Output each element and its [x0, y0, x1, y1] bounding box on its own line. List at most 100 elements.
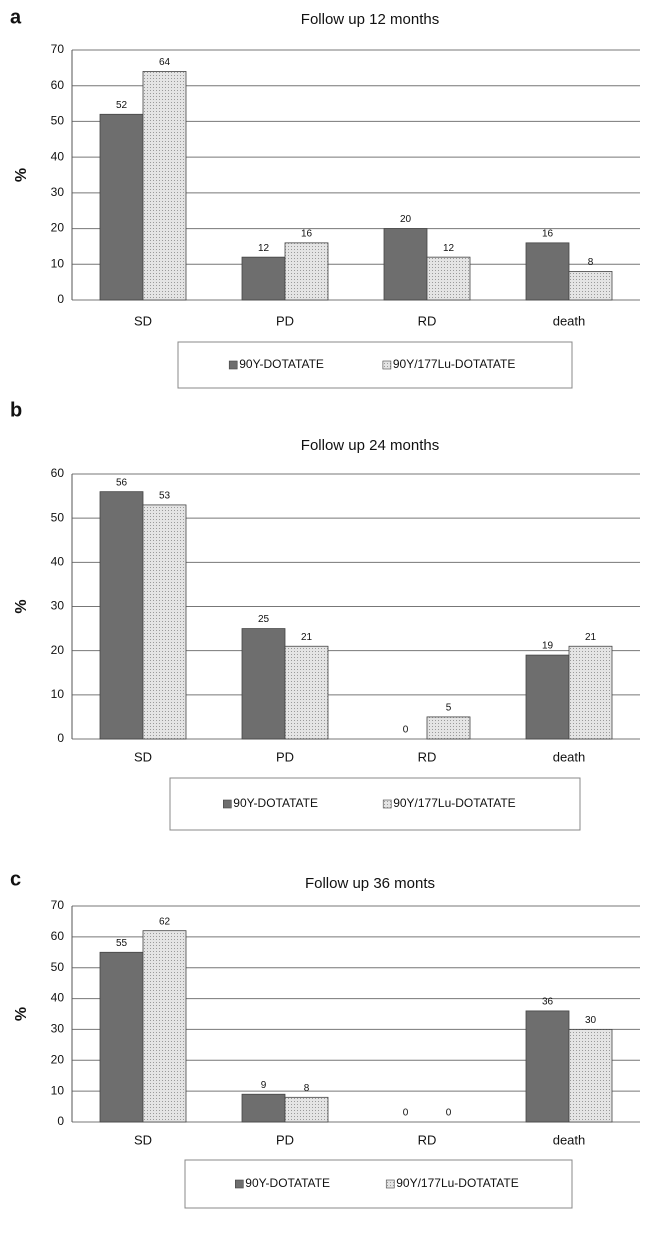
- bar: [99, 113, 144, 301]
- value-label: 62: [159, 916, 171, 927]
- bar: [241, 256, 286, 301]
- x-tick-label: PD: [276, 1132, 294, 1147]
- bar: [142, 504, 187, 740]
- legend-box: [177, 341, 573, 389]
- panel-letter: a: [10, 6, 22, 28]
- x-tick-label: PD: [276, 749, 294, 764]
- bar: [241, 628, 286, 740]
- bar: [568, 1029, 613, 1123]
- legend-box: [184, 1159, 573, 1209]
- panel-letter: c: [10, 868, 21, 890]
- value-label: 9: [261, 1080, 267, 1091]
- x-tick-label: PD: [276, 313, 294, 328]
- y-tick-label: 0: [57, 1114, 64, 1128]
- y-tick-label: 10: [51, 1083, 65, 1097]
- y-tick-label: 60: [51, 929, 65, 943]
- bar: [525, 1010, 570, 1123]
- value-label: 64: [159, 57, 171, 68]
- bar: [568, 271, 613, 301]
- value-label: 12: [258, 243, 270, 254]
- legend-swatch: [228, 360, 238, 370]
- chart-title: Follow up 24 months: [301, 437, 439, 454]
- bar: [142, 71, 187, 301]
- y-tick-label: 70: [51, 42, 65, 56]
- y-tick-label: 60: [51, 466, 65, 480]
- bar: [383, 228, 428, 301]
- value-label: 53: [159, 491, 171, 502]
- x-tick-label: RD: [418, 1132, 437, 1147]
- value-label: 0: [446, 1108, 452, 1119]
- legend-swatch: [385, 1179, 395, 1189]
- legend-swatch: [382, 799, 392, 809]
- x-tick-label: RD: [418, 313, 437, 328]
- chart-title: Follow up 12 months: [301, 11, 439, 28]
- legend-box: [169, 777, 581, 831]
- value-label: 19: [542, 641, 554, 652]
- value-label: 36: [542, 997, 554, 1008]
- legend-label: 90Y-DOTATATE: [233, 796, 318, 810]
- x-tick-label: SD: [134, 749, 152, 764]
- value-label: 20: [400, 214, 412, 225]
- bar: [284, 645, 329, 740]
- y-tick-label: 10: [51, 687, 65, 701]
- chart-title: Follow up 36 monts: [305, 875, 435, 892]
- bar: [142, 930, 187, 1123]
- x-tick-label: SD: [134, 313, 152, 328]
- bar: [99, 951, 144, 1123]
- y-axis-label: %: [13, 599, 30, 613]
- x-tick-label: death: [553, 313, 586, 328]
- legend-label: 90Y/177Lu-DOTATATE: [396, 1176, 519, 1190]
- y-axis-label: %: [13, 1007, 30, 1021]
- y-tick-label: 0: [57, 292, 64, 306]
- y-tick-label: 10: [51, 256, 65, 270]
- value-label: 16: [301, 228, 313, 239]
- bar: [284, 242, 329, 301]
- y-tick-label: 60: [51, 78, 65, 92]
- value-label: 0: [403, 725, 409, 736]
- value-label: 55: [116, 938, 128, 949]
- legend-swatch: [223, 799, 232, 809]
- legend-label: 90Y-DOTATATE: [239, 357, 324, 371]
- bar: [284, 1096, 329, 1123]
- y-tick-label: 20: [51, 1052, 65, 1066]
- y-tick-label: 20: [51, 221, 65, 235]
- y-tick-label: 40: [51, 149, 65, 163]
- bar: [426, 256, 471, 301]
- legend-swatch: [382, 360, 392, 370]
- value-label: 8: [588, 257, 594, 268]
- y-tick-label: 40: [51, 991, 65, 1005]
- y-tick-label: 30: [51, 599, 65, 613]
- value-label: 30: [585, 1015, 597, 1026]
- y-tick-label: 0: [57, 731, 64, 745]
- bar: [568, 645, 613, 740]
- bar: [241, 1093, 286, 1123]
- value-label: 52: [116, 100, 128, 111]
- value-label: 56: [116, 477, 128, 488]
- x-tick-label: death: [553, 1132, 586, 1147]
- value-label: 21: [585, 632, 597, 643]
- y-tick-label: 30: [51, 185, 65, 199]
- bar: [525, 242, 570, 301]
- y-tick-label: 50: [51, 510, 65, 524]
- value-label: 8: [304, 1083, 310, 1094]
- y-tick-label: 70: [51, 898, 65, 912]
- value-label: 21: [301, 632, 313, 643]
- value-label: 5: [446, 703, 452, 714]
- y-tick-label: 50: [51, 960, 65, 974]
- legend-label: 90Y/177Lu-DOTATATE: [393, 796, 516, 810]
- value-label: 16: [542, 228, 554, 239]
- panel-letter: b: [10, 399, 22, 421]
- bar: [426, 716, 471, 740]
- y-tick-label: 20: [51, 643, 65, 657]
- legend-label: 90Y-DOTATATE: [245, 1176, 330, 1190]
- legend-label: 90Y/177Lu-DOTATATE: [393, 357, 516, 371]
- value-label: 25: [258, 614, 270, 625]
- y-axis-label: %: [13, 168, 30, 182]
- bar: [525, 654, 570, 740]
- x-tick-label: SD: [134, 1132, 152, 1147]
- y-tick-label: 50: [51, 114, 65, 128]
- value-label: 0: [403, 1108, 409, 1119]
- x-tick-label: RD: [418, 749, 437, 764]
- y-tick-label: 30: [51, 1022, 65, 1036]
